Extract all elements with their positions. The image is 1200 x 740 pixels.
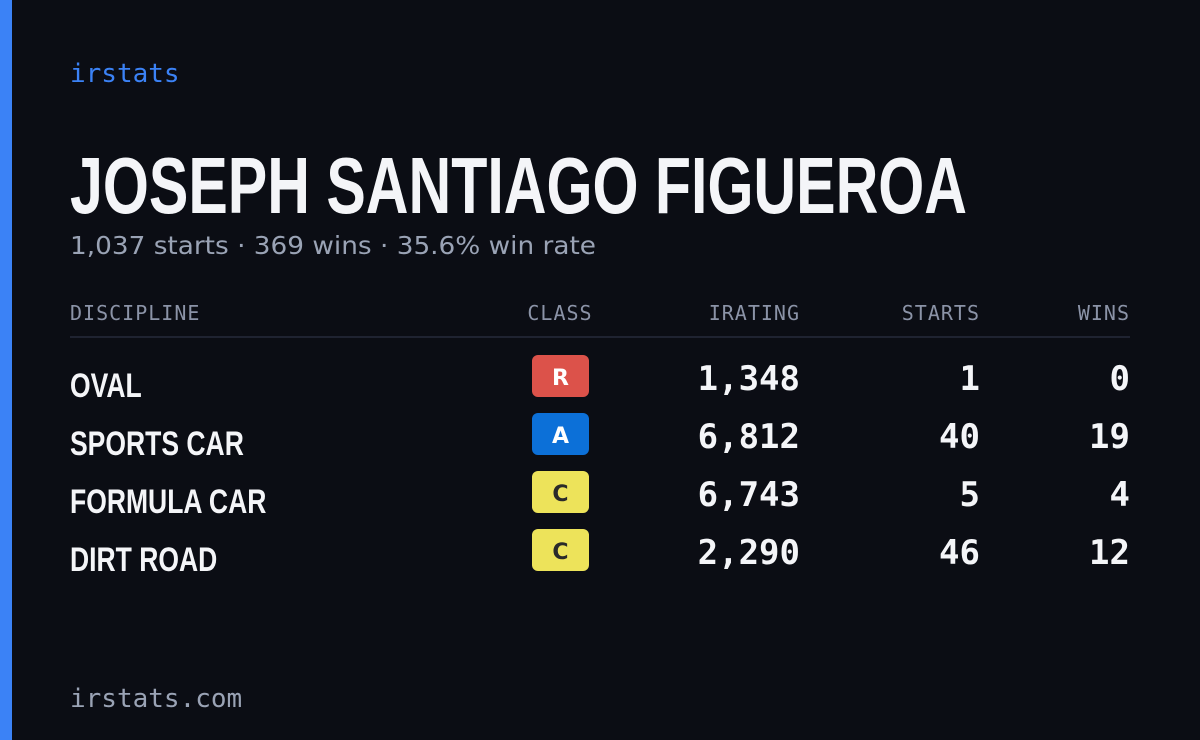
wins-value: 0 (1110, 359, 1130, 399)
driver-name: JOSEPH SANTIAGO FIGUEROA (70, 141, 967, 230)
discipline-cell: OVAL (70, 367, 142, 405)
class-letter: C (552, 482, 568, 507)
irating-value: 2,290 (698, 533, 800, 573)
column-header: CLASS (527, 301, 592, 325)
starts-value: 46 (939, 533, 980, 573)
discipline: OVAL (70, 367, 142, 405)
wins-value: 19 (1089, 417, 1130, 457)
class-letter: C (552, 540, 568, 565)
table-row: SPORTS CAR A 6,812 40 19 (70, 413, 1130, 463)
starts-value: 1 (960, 359, 980, 399)
starts-value: 40 (939, 417, 980, 457)
brand: irstats (70, 59, 180, 89)
class-badge (532, 413, 589, 455)
class-badge (532, 355, 589, 397)
class-badge (532, 529, 589, 571)
irating-value: 1,348 (698, 359, 800, 399)
table-row: OVAL R 1,348 1 0 (70, 355, 1130, 405)
discipline: DIRT ROAD (70, 541, 217, 579)
discipline-cell: DIRT ROAD (70, 541, 217, 579)
column-header: STARTS (902, 301, 980, 325)
column-header: DISCIPLINE (70, 301, 200, 325)
discipline: SPORTS CAR (70, 425, 244, 463)
table-row: DIRT ROAD C 2,290 46 12 (70, 529, 1130, 579)
accent-stripe (0, 0, 12, 740)
footer-site: irstats.com (70, 684, 242, 714)
discipline-cell: FORMULA CAR (70, 483, 266, 521)
summary: 1,037 starts · 369 wins · 35.6% win rate (70, 231, 596, 260)
class-letter: R (552, 366, 569, 391)
starts-value: 5 (960, 475, 980, 515)
irating-value: 6,743 (698, 475, 800, 515)
discipline: FORMULA CAR (70, 483, 266, 521)
discipline-cell: SPORTS CAR (70, 425, 244, 463)
table-row: FORMULA CAR C 6,743 5 4 (70, 471, 1130, 521)
class-badge (532, 471, 589, 513)
column-header: WINS (1078, 301, 1130, 325)
irating-value: 6,812 (698, 417, 800, 457)
column-header: IRATING (709, 301, 800, 325)
wins-value: 4 (1110, 475, 1130, 515)
class-letter: A (552, 424, 569, 449)
wins-value: 12 (1089, 533, 1130, 573)
